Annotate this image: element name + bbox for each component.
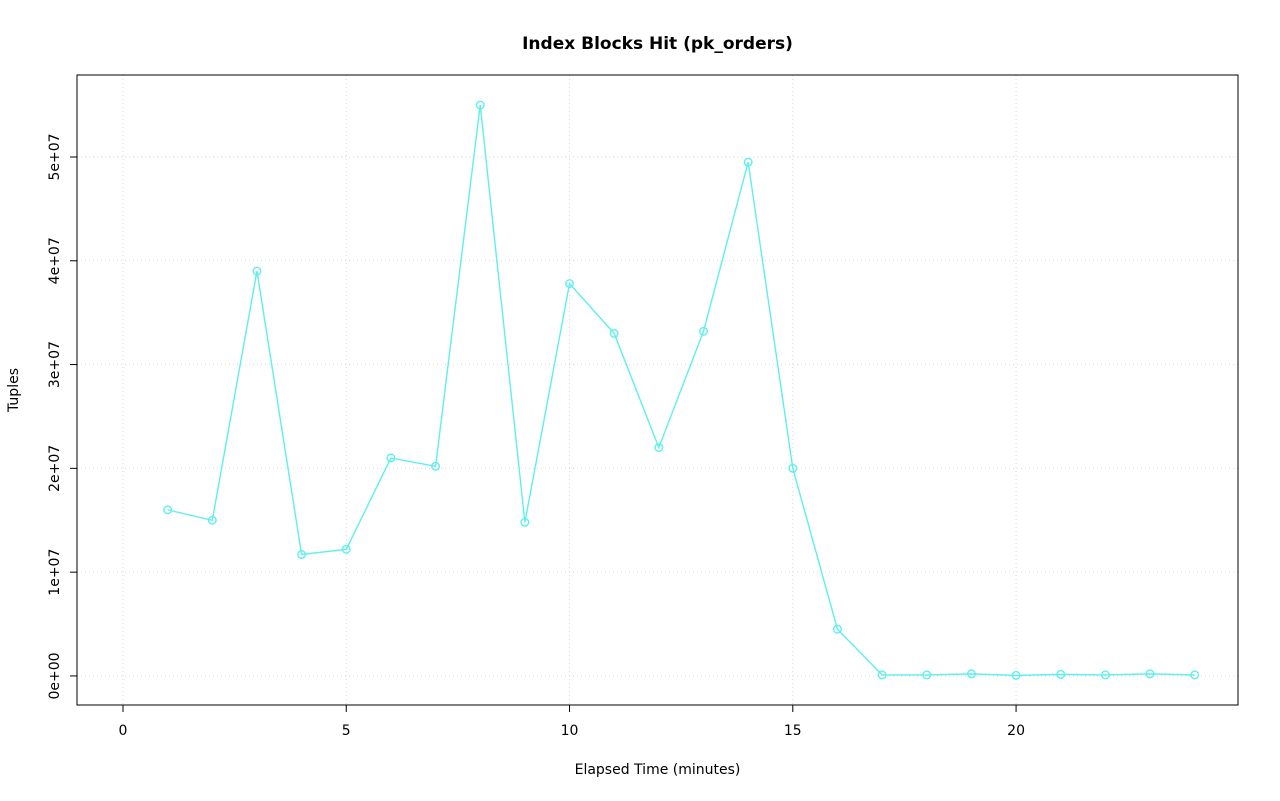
data-point <box>431 461 441 471</box>
y-axis-label: Tuples <box>6 368 22 412</box>
y-tick-label: 3e+07 <box>47 341 63 388</box>
x-tick-label: 10 <box>561 723 579 739</box>
x-axis-label: Elapsed Time (minutes) <box>574 762 741 778</box>
x-tick-label: 15 <box>784 723 802 739</box>
y-tick-label: 1e+07 <box>47 549 63 596</box>
data-point <box>207 515 217 525</box>
data-point <box>1190 670 1200 680</box>
data-point <box>565 279 575 289</box>
data-point <box>341 544 351 554</box>
y-tick-label: 0e+00 <box>47 652 63 699</box>
plot-frame <box>76 74 1239 706</box>
data-point <box>966 669 976 679</box>
x-tick-label: 20 <box>1007 723 1025 739</box>
y-tick-label: 2e+07 <box>47 445 63 492</box>
y-tick-label: 5e+07 <box>47 133 63 180</box>
data-point <box>1100 670 1110 680</box>
data-point <box>163 505 173 515</box>
x-tick-label: 5 <box>342 723 351 739</box>
chart-title: Index Blocks Hit (pk_orders) <box>522 34 793 54</box>
data-line <box>167 105 1195 677</box>
data-point <box>520 517 530 527</box>
data-point <box>877 670 887 680</box>
data-point <box>475 100 485 110</box>
data-point <box>1056 669 1066 679</box>
data-point <box>743 157 753 167</box>
x-tick-label: 0 <box>119 723 128 739</box>
data-point <box>1011 670 1021 680</box>
data-point <box>832 624 842 634</box>
data-point <box>1145 669 1155 679</box>
y-tick-label: 4e+07 <box>47 237 63 284</box>
data-point <box>297 550 307 560</box>
data-point <box>252 266 262 276</box>
data-point <box>654 443 664 453</box>
data-point <box>788 463 798 473</box>
data-point <box>609 328 619 338</box>
data-point <box>386 453 396 463</box>
data-point <box>922 670 932 680</box>
data-point <box>698 326 708 336</box>
